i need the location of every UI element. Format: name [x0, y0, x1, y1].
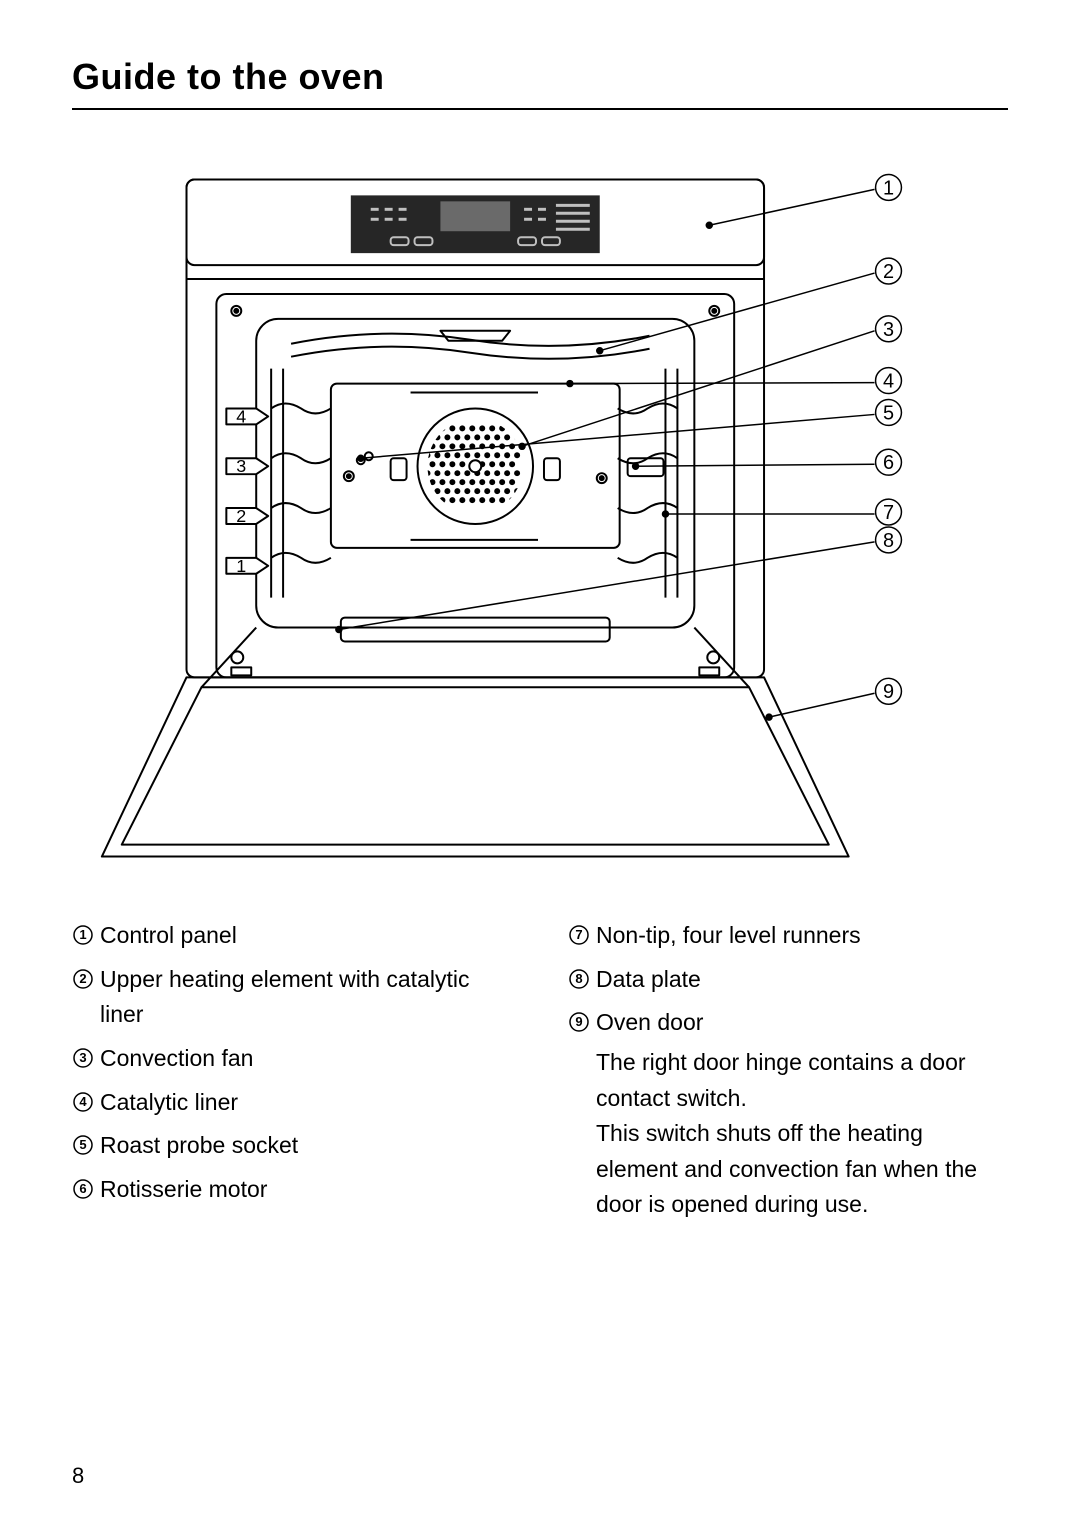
legend-item: 6 Rotisserie motor [72, 1172, 512, 1208]
legend-num-icon: 6 [72, 1172, 100, 1208]
legend-num-icon: 4 [72, 1085, 100, 1121]
callout-5: 5 [876, 400, 902, 426]
rack-label-2 [226, 508, 268, 524]
callout-4: 4 [876, 368, 902, 394]
legend-columns: 1 Control panel 2 Upper heating element wit… [72, 918, 1008, 1231]
callout-9: 9 [876, 678, 902, 704]
oven-diagram: 4 3 2 1 [72, 158, 1008, 878]
svg-text:3: 3 [79, 1050, 86, 1065]
rack-num-3: 3 [236, 456, 246, 476]
svg-text:7: 7 [883, 502, 894, 524]
svg-text:5: 5 [79, 1137, 86, 1152]
legend-item: 2 Upper heating element with catalytic li… [72, 962, 512, 1033]
svg-text:9: 9 [883, 681, 894, 703]
legend-num-icon: 5 [72, 1128, 100, 1164]
legend-label: Oven door [596, 1005, 1008, 1041]
svg-text:2: 2 [79, 971, 86, 986]
legend-label: Roast probe socket [100, 1128, 512, 1164]
rack-label-4 [226, 408, 268, 424]
legend-num-icon: 8 [568, 962, 596, 998]
svg-text:8: 8 [883, 530, 894, 552]
callout-2: 2 [876, 258, 902, 284]
svg-text:4: 4 [883, 371, 894, 393]
rack-label-3 [226, 458, 268, 474]
rack-num-4: 4 [236, 406, 246, 426]
legend-item: 5 Roast probe socket [72, 1128, 512, 1164]
legend-item: 3 Convection fan [72, 1041, 512, 1077]
rack-num-1: 1 [236, 556, 246, 576]
legend-label: Convection fan [100, 1041, 512, 1077]
legend-label: Catalytic liner [100, 1085, 512, 1121]
svg-text:6: 6 [883, 452, 894, 474]
legend-label: Non-tip, four level runners [596, 918, 1008, 954]
callout-8: 8 [876, 527, 902, 553]
svg-text:2: 2 [883, 261, 894, 283]
legend-col-left: 1 Control panel 2 Upper heating element wit… [72, 918, 512, 1231]
legend-col-right: 7 Non-tip, four level runners 8 Data plate 9… [568, 918, 1008, 1231]
legend-num-icon: 3 [72, 1041, 100, 1077]
svg-text:4: 4 [79, 1094, 87, 1109]
svg-text:8: 8 [575, 971, 582, 986]
page-number: 8 [72, 1463, 84, 1489]
legend-item: 7 Non-tip, four level runners [568, 918, 1008, 954]
legend-label: Rotisserie motor [100, 1172, 512, 1208]
legend-item: 8 Data plate [568, 962, 1008, 998]
legend-item: 1 Control panel [72, 918, 512, 954]
legend-item: 9 Oven door [568, 1005, 1008, 1041]
svg-text:9: 9 [575, 1014, 582, 1029]
svg-text:3: 3 [883, 319, 894, 341]
callout-6: 6 [876, 449, 902, 475]
legend-label: Data plate [596, 962, 1008, 998]
svg-text:6: 6 [79, 1181, 86, 1196]
legend-num-icon: 9 [568, 1005, 596, 1041]
legend-label: Control panel [100, 918, 512, 954]
svg-text:7: 7 [575, 927, 582, 942]
legend-item: 4 Catalytic liner [72, 1085, 512, 1121]
rack-label-1 [226, 558, 268, 574]
svg-text:1: 1 [79, 927, 86, 942]
callout-7: 7 [876, 499, 902, 525]
rack-num-2: 2 [236, 506, 246, 526]
svg-text:1: 1 [883, 177, 894, 199]
page-title: Guide to the oven [72, 56, 1008, 110]
legend-extra: The right door hinge contains a door con… [596, 1045, 1008, 1223]
legend-num-icon: 7 [568, 918, 596, 954]
legend-num-icon: 1 [72, 918, 100, 954]
svg-text:5: 5 [883, 402, 894, 424]
callout-1: 1 [876, 174, 902, 200]
callout-3: 3 [876, 316, 902, 342]
legend-num-icon: 2 [72, 962, 100, 1033]
legend-label: Upper heating element with catalytic lin… [100, 962, 512, 1033]
